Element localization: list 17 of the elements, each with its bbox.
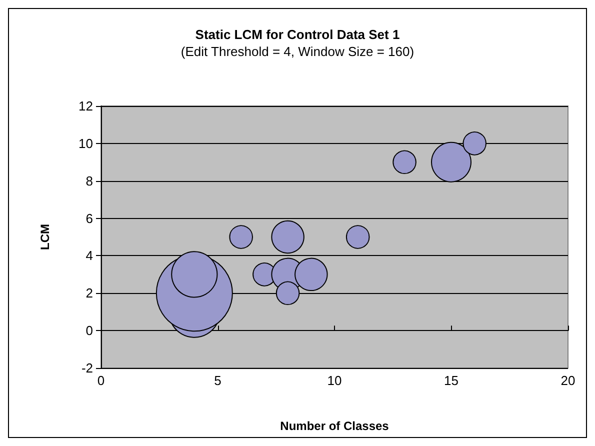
y-tick-label: 6 [86, 210, 93, 226]
y-tick-label: 2 [86, 286, 93, 301]
x-tick-label: 10 [327, 373, 342, 388]
x-tick-label: 15 [444, 373, 458, 388]
y-tick-label: 0 [86, 323, 93, 338]
y-tick-label: 10 [78, 136, 93, 151]
y-tick-label: 8 [86, 173, 93, 188]
chart-title: Static LCM for Control Data Set 1 [195, 27, 400, 42]
y-axis-title: LCM [38, 224, 52, 250]
x-tick-label: 20 [560, 373, 576, 388]
chart-subtitle: (Edit Threshold = 4, Window Size = 160) [180, 44, 414, 59]
y-tick-label: 12 [78, 98, 93, 114]
y-tick-label: -2 [81, 360, 93, 376]
x-axis-title: Number of Classes [280, 419, 390, 433]
y-tick-label: 4 [86, 248, 93, 264]
x-tick-label: 0 [97, 373, 105, 388]
x-tick-label: 5 [214, 373, 222, 388]
